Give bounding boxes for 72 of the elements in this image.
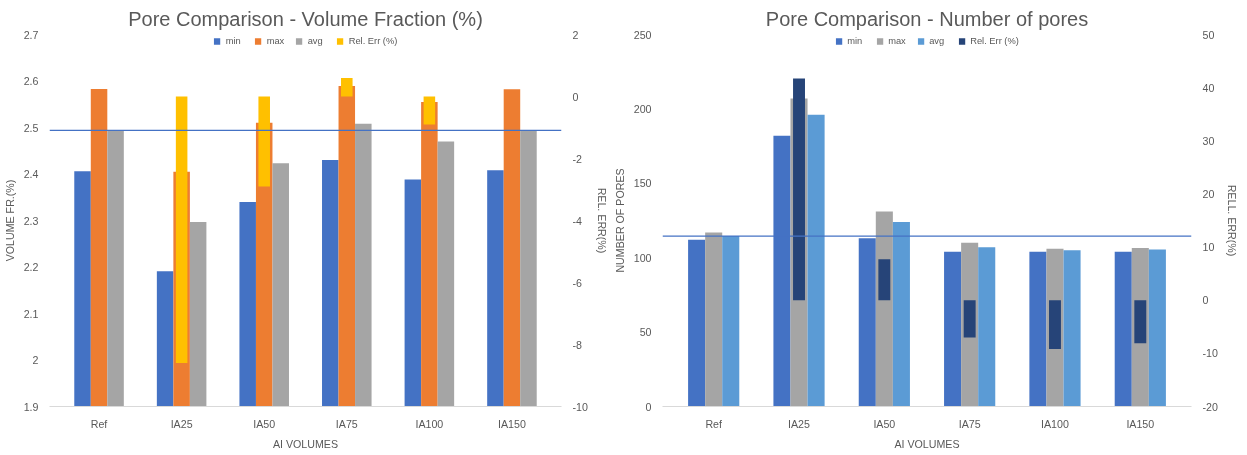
y-tick-label: 2.3 bbox=[23, 214, 39, 227]
y2-tick-label: 2 bbox=[572, 28, 579, 41]
y-axis-title: NUMBER OF PORES bbox=[613, 168, 626, 273]
x-tick-label: Ref bbox=[90, 417, 108, 430]
bar bbox=[978, 247, 996, 407]
y-tick-label: 250 bbox=[633, 28, 652, 41]
y2-tick-label: 0 bbox=[1202, 294, 1209, 307]
y-tick-label: 1.9 bbox=[23, 400, 39, 413]
y2-tick-label: 0 bbox=[572, 90, 579, 103]
y-tick-label: 2.7 bbox=[23, 28, 39, 41]
y2-tick-label: 50 bbox=[1202, 28, 1215, 41]
x-tick-label: IA150 bbox=[1126, 417, 1155, 430]
y2-tick-label: -8 bbox=[572, 338, 583, 351]
y2-tick-label: -2 bbox=[572, 152, 583, 165]
chart-title: Pore Comparison - Number of pores bbox=[765, 7, 1089, 30]
y-tick-label: 2.6 bbox=[23, 75, 39, 87]
y-tick-label: 2.1 bbox=[23, 307, 39, 320]
x-tick-label: Ref bbox=[705, 417, 723, 430]
bar bbox=[944, 251, 962, 407]
bar bbox=[722, 236, 740, 407]
bar bbox=[878, 259, 891, 301]
y2-axis-title: REL. ERR(%) bbox=[595, 187, 608, 254]
y-tick-label: 100 bbox=[633, 251, 652, 264]
x-tick-label: IA100 bbox=[1041, 417, 1069, 430]
bar bbox=[1134, 300, 1147, 344]
y-axis-title: VOLUME FR.(%) bbox=[3, 179, 16, 262]
x-tick-label: IA150 bbox=[498, 417, 526, 430]
legend-label: avg bbox=[929, 36, 946, 46]
x-tick-label: IA75 bbox=[958, 417, 981, 430]
x-tick-label: IA25 bbox=[170, 417, 193, 430]
x-tick-label: IA50 bbox=[253, 417, 276, 430]
x-axis-title: AI VOLUMES bbox=[272, 437, 339, 450]
x-tick-label: IA25 bbox=[788, 417, 811, 430]
bar bbox=[1063, 250, 1081, 407]
x-axis-title: AI VOLUMES bbox=[894, 437, 960, 450]
y-tick-label: 0 bbox=[645, 400, 652, 413]
bar bbox=[1049, 300, 1061, 350]
y-tick-label: 200 bbox=[633, 102, 652, 115]
legend-label: Rel. Err (%) bbox=[348, 36, 398, 46]
bar bbox=[1148, 249, 1166, 407]
y-tick-label: 150 bbox=[633, 177, 652, 190]
y2-tick-label: -20 bbox=[1202, 400, 1218, 413]
y2-tick-label: -10 bbox=[1202, 347, 1218, 360]
bar bbox=[963, 300, 976, 338]
y-tick-label: 2.4 bbox=[23, 168, 39, 180]
y2-axis-title: RELL. ERR(%) bbox=[1225, 184, 1238, 257]
bar bbox=[705, 232, 723, 407]
y-tick-label: 50 bbox=[639, 326, 652, 339]
bar bbox=[892, 221, 910, 407]
bar bbox=[1029, 251, 1047, 407]
y-tick-label: 2.5 bbox=[23, 121, 39, 134]
bar bbox=[688, 239, 706, 407]
x-tick-label: IA100 bbox=[415, 417, 444, 430]
y2-tick-label: 30 bbox=[1202, 134, 1215, 147]
y2-tick-label: -6 bbox=[572, 276, 583, 289]
x-tick-label: IA50 bbox=[873, 417, 896, 430]
y2-tick-label: -4 bbox=[572, 214, 583, 227]
legend-label: min bbox=[847, 36, 864, 46]
legend-label: max bbox=[888, 36, 907, 46]
bar bbox=[1114, 251, 1132, 407]
y-tick-label: 2.2 bbox=[23, 261, 39, 273]
y2-tick-label: -10 bbox=[572, 400, 588, 413]
chart-title: Pore Comparison - Volume Fraction (%) bbox=[128, 7, 483, 30]
legend-label: max bbox=[266, 36, 286, 46]
y2-tick-label: 20 bbox=[1202, 187, 1215, 200]
y-tick-label: 2 bbox=[32, 354, 39, 366]
y2-tick-label: 10 bbox=[1202, 241, 1215, 254]
legend-label: min bbox=[225, 36, 242, 46]
y2-tick-label: 40 bbox=[1202, 81, 1215, 94]
x-tick-label: IA75 bbox=[335, 417, 358, 430]
legend-label: Rel. Err (%) bbox=[970, 36, 1019, 46]
legend-label: avg bbox=[307, 36, 324, 46]
